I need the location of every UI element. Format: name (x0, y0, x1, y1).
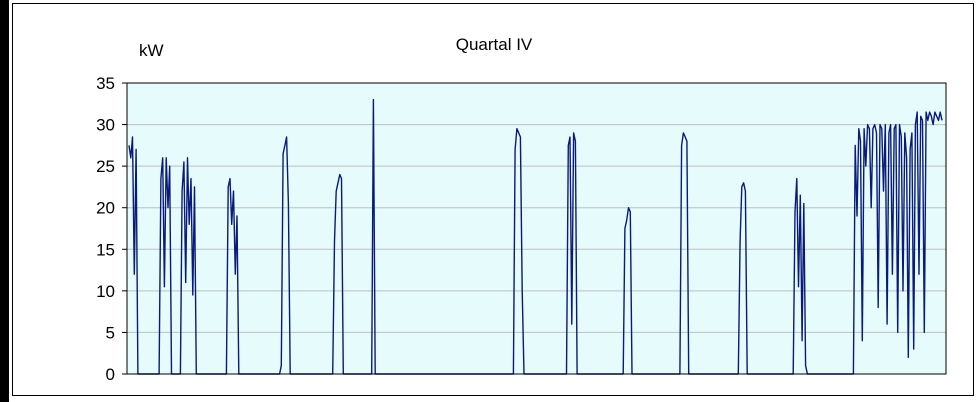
y-tick-label: 25 (96, 157, 115, 176)
y-tick-label: 5 (106, 323, 115, 342)
y-tick-label: 35 (96, 74, 115, 93)
left-edge-bar (0, 0, 9, 402)
y-tick-label: 20 (96, 199, 115, 218)
axes: 0 5 10 15 20 25 30 35 (96, 74, 947, 384)
y-tick-label: 0 (106, 365, 115, 384)
plot-background (127, 83, 946, 374)
chart-title: Quartal IV (456, 35, 533, 54)
y-tick-label: 30 (96, 116, 115, 135)
plot-area (127, 83, 946, 374)
y-axis-label: kW (139, 41, 164, 60)
y-tick-label: 10 (96, 282, 115, 301)
y-tick-label: 15 (96, 240, 115, 259)
plot-border (126, 82, 947, 375)
